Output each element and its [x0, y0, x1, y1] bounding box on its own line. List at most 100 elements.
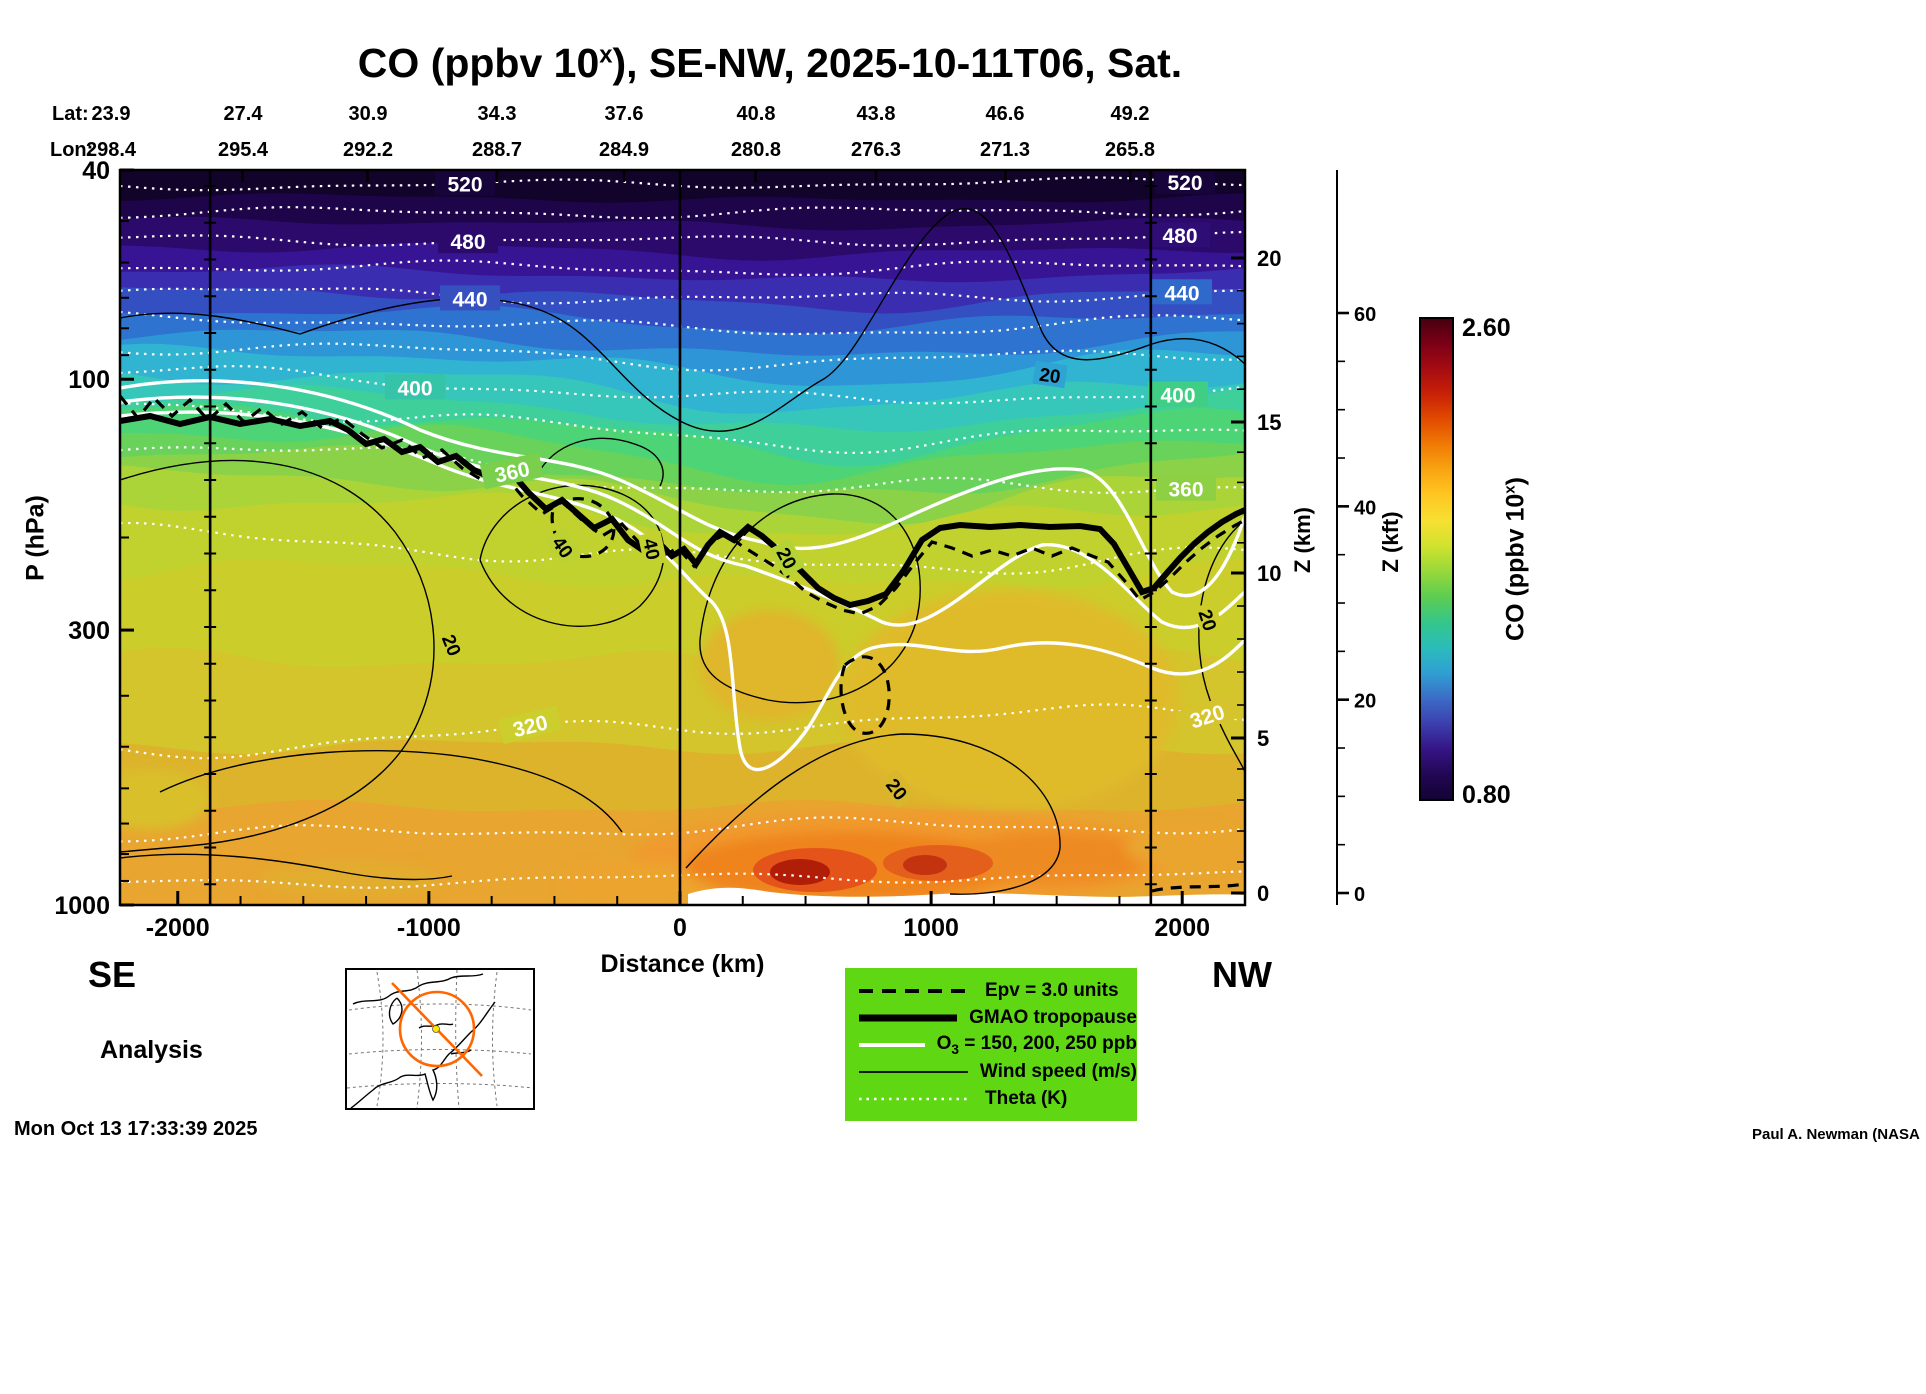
lon-value: 284.9 [598, 139, 650, 161]
legend-line-sample [859, 1014, 958, 1021]
lat-value: 37.6 [604, 103, 644, 125]
x-axis-tick-label: 0 [673, 914, 687, 942]
theta-contour [120, 176, 1245, 192]
wind-speed-contour [120, 459, 435, 853]
map-graticule [376, 971, 384, 1107]
legend-item: GMAO tropopause [845, 1004, 1137, 1031]
lon-value: 292.2 [342, 139, 394, 161]
colorbar-title-superscript: x [1501, 485, 1519, 494]
colorbar-title: CO (ppbv 10x) [1501, 477, 1530, 641]
theta-label-bg [440, 285, 500, 311]
colorbar-title-suffix: ) [1501, 477, 1530, 486]
map-graticule [348, 1003, 532, 1011]
lat-value: 34.3 [477, 103, 517, 125]
legend-item: Epv = 3.0 units [845, 977, 1137, 1004]
theta-contour-label: 520 [1167, 172, 1202, 195]
lon-value: 271.3 [979, 139, 1031, 161]
z-km-tick-label: 20 [1257, 246, 1281, 271]
z-kft-tick-label: 0 [1354, 884, 1365, 906]
legend-line-sample [859, 1070, 968, 1073]
theta-label-group: 440 [1152, 279, 1212, 305]
theta-label-bg [1174, 694, 1240, 737]
theta-contour-label: 360 [1168, 479, 1203, 502]
tropopause-line [120, 412, 1245, 609]
wind-speed-contour [685, 733, 1061, 895]
co-plume-blob [1125, 825, 1245, 869]
wind-label-bg [1032, 360, 1068, 389]
x-axis-tick-label: -2000 [146, 914, 210, 942]
map-graticule [416, 969, 422, 1109]
co-plume-blob [700, 610, 840, 720]
wind-label-group: 20 [769, 538, 806, 578]
z-km-axis-title: Z (km) [1290, 507, 1315, 573]
lat-value: 46.6 [985, 103, 1025, 125]
chart-title-prefix: CO (ppbv 10 [357, 40, 600, 86]
chart-title: CO (ppbv 10x), SE-NW, 2025-10-11T06, Sat… [120, 40, 1420, 87]
colorbar-min-label: 0.80 [1462, 781, 1511, 809]
wind-speed-contour [1198, 519, 1245, 773]
co-plume-blob [260, 862, 440, 898]
z-km-tick-label: 5 [1257, 726, 1269, 751]
theta-label-bg [497, 705, 563, 745]
theta-label-bg [438, 228, 498, 254]
lon-values-row: 298.4 295.4 292.2 288.7 284.9 280.8 276.3 271.3… [86, 139, 1245, 163]
z-km-tick-label: 15 [1257, 410, 1281, 435]
z-kft-axis-title: Z (kft) [1378, 511, 1403, 573]
co-plume-blob [903, 855, 947, 875]
lat-value: 23.9 [91, 103, 131, 125]
y-axis-tick-label: 100 [68, 366, 110, 394]
wind-label-bg [544, 527, 583, 567]
y-axis-tick-label: 300 [68, 617, 110, 645]
z-km-tick-label: 10 [1257, 561, 1281, 586]
legend-item-label: O3 = 150, 200, 250 ppb [937, 1033, 1137, 1057]
chart-title-superscript: x [599, 41, 613, 69]
wind-speed-contour [539, 437, 664, 487]
wind-label-bg [1192, 601, 1225, 639]
colorbar-max-label: 2.60 [1462, 314, 1511, 342]
co-plume-blob [120, 770, 210, 830]
theta-label-group: 360 [1156, 475, 1216, 502]
ozone-contour [120, 410, 1245, 772]
colorbar [1419, 317, 1454, 801]
z-kft-tick-label: 60 [1354, 304, 1376, 326]
x-axis-tick-label: 1000 [903, 914, 959, 942]
lon-value: 298.4 [85, 139, 137, 161]
legend-label-subscript: 3 [951, 1041, 960, 1057]
legend-line-sample [859, 988, 969, 993]
z-kft-tick-label: 20 [1354, 691, 1376, 713]
lon-header: Lon: [50, 139, 94, 161]
chart-title-suffix: ), SE-NW, 2025-10-11T06, Sat. [612, 40, 1183, 86]
wind-label-bg [878, 769, 917, 809]
map-coastline [388, 997, 403, 1025]
wind-label-bg [769, 538, 806, 578]
lat-value: 27.4 [223, 103, 263, 125]
map-coastline [350, 1001, 496, 1109]
legend-item-label: Wind speed (m/s) [979, 1060, 1137, 1082]
endpoint-label-nw: NW [1212, 954, 1272, 995]
lon-value: 265.8 [1104, 139, 1156, 161]
map-graticule [348, 1049, 532, 1055]
theta-label-group: 520 [435, 170, 495, 197]
map-center-point [432, 1025, 440, 1033]
analysis-label: Analysis [100, 1036, 203, 1064]
map-graticule [455, 969, 460, 1109]
co-plume-blob [960, 832, 1150, 884]
credit-text: Paul A. Newman (NASA [1752, 1126, 1920, 1143]
map-coastline [418, 1023, 454, 1029]
theta-contour-label: 520 [447, 174, 482, 197]
wind-speed-contour [159, 750, 623, 833]
legend-box: Epv = 3.0 units GMAO tropopause O3 = 150, … [845, 968, 1137, 1121]
lon-value: 295.4 [217, 139, 269, 161]
x-axis-tick-label: 2000 [1154, 914, 1210, 942]
theta-contour-label: 440 [452, 288, 487, 311]
theta-label-bg [1152, 279, 1212, 305]
map-graticule [346, 1083, 534, 1089]
theta-contour-label: 440 [1164, 282, 1199, 305]
legend-item-label: Theta (K) [985, 1087, 1068, 1109]
y-axis-tick-label: 1000 [54, 892, 110, 920]
wind-speed-contour [120, 853, 453, 881]
epv-contour [1151, 882, 1245, 893]
map-coastline [352, 973, 484, 1005]
lat-value: 49.2 [1110, 103, 1150, 125]
